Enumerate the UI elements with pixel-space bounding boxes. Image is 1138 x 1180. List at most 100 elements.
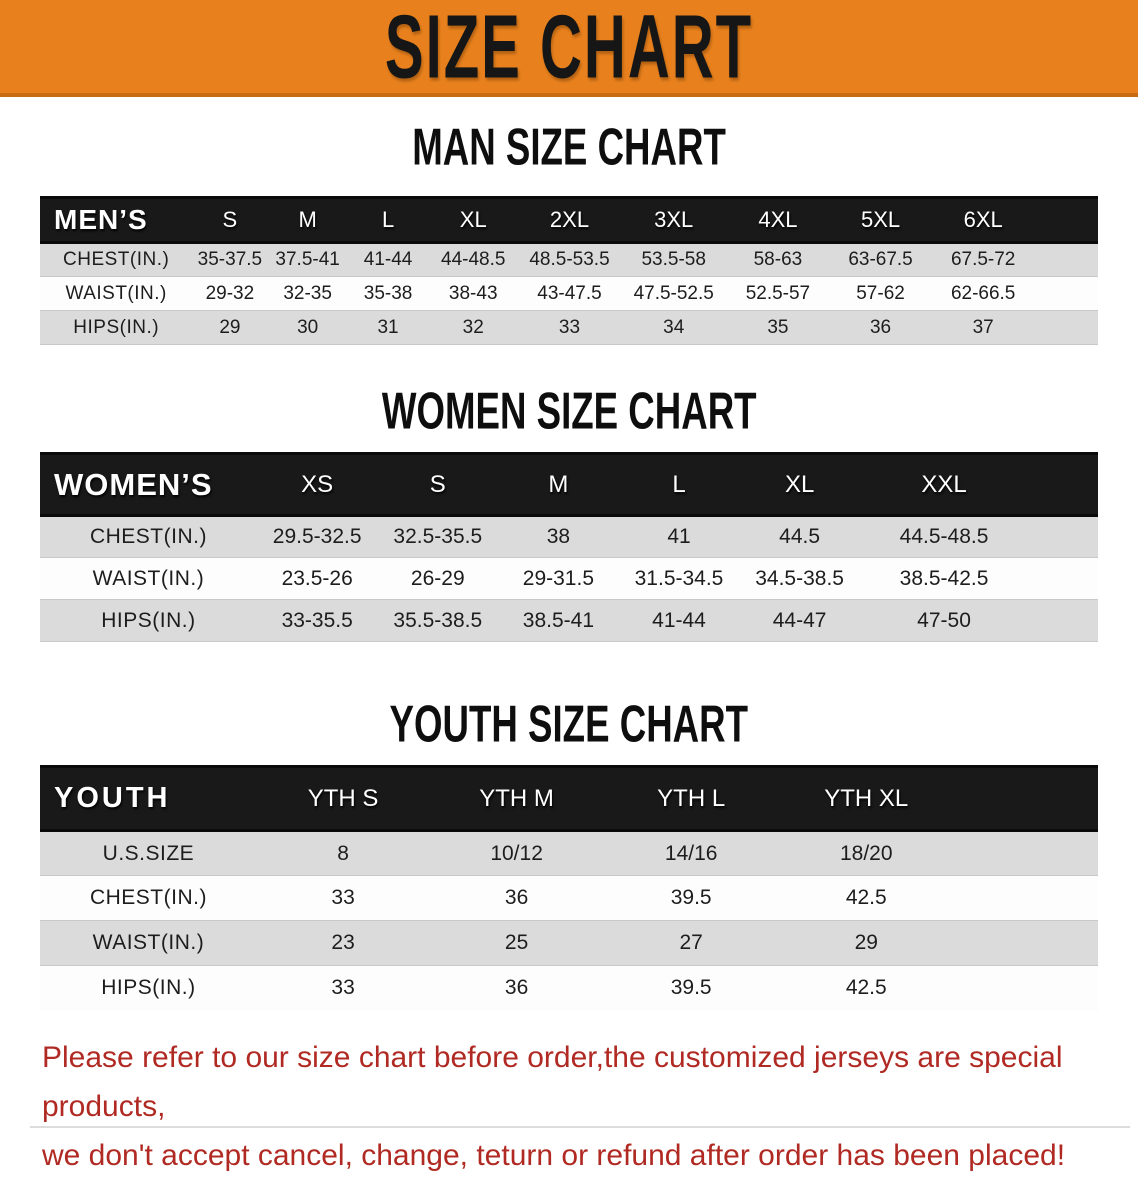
- pad-cell: [954, 965, 1098, 1011]
- measurement-row: HIPS(IN.) 33 36 39.5 42.5: [40, 965, 1098, 1011]
- size-value-cell: 27: [603, 920, 779, 966]
- size-value-cell: 23: [256, 920, 430, 966]
- size-value-cell: 47-50: [859, 599, 1029, 642]
- size-value-cell: 10/12: [429, 830, 604, 876]
- women-section-heading: WOMEN SIZE CHART: [40, 381, 1098, 440]
- size-value-cell: 47.5-52.5: [620, 276, 727, 311]
- size-column-header: S: [377, 452, 499, 517]
- measurement-row: HIPS(IN.) 29 30 31 32 33 34 35 36 37: [40, 310, 1098, 345]
- size-value-cell: 33-35.5: [256, 599, 378, 642]
- size-column-header: M: [498, 452, 619, 517]
- size-value-cell: 32-35: [267, 276, 348, 311]
- banner-title: SIZE CHART: [384, 0, 754, 97]
- size-value-cell: 43-47.5: [518, 276, 621, 311]
- youth-table-header-row: YOUTH YTH S YTH M YTH L YTH XL: [40, 765, 1098, 832]
- size-value-cell: 23.5-26: [256, 557, 378, 600]
- size-value-cell: 44-47: [739, 599, 860, 642]
- size-value-cell: 32.5-35.5: [377, 515, 499, 558]
- measurement-row: CHEST(IN.) 29.5-32.5 32.5-35.5 38 41 44.5 44.5…: [40, 515, 1098, 558]
- size-value-cell: 30: [267, 310, 348, 345]
- size-value-cell: 34.5-38.5: [739, 557, 860, 600]
- size-column-header: XS: [256, 452, 378, 517]
- size-value-cell: 53.5-58: [620, 242, 727, 277]
- pad-cell: [1028, 599, 1098, 642]
- size-value-cell: 52.5-57: [726, 276, 830, 311]
- size-column-header: M: [267, 196, 348, 244]
- women-table-header-row: WOMEN’S XS S M L XL XXL: [40, 452, 1098, 517]
- size-value-cell: 35-37.5: [192, 242, 268, 277]
- size-value-cell: 41-44: [618, 599, 740, 642]
- size-value-cell: 38.5-41: [498, 599, 619, 642]
- size-value-cell: 35-38: [347, 276, 429, 311]
- youth-section-heading-text: YOUTH SIZE CHART: [389, 694, 749, 753]
- row-label: U.S.SIZE: [40, 830, 257, 876]
- size-value-cell: 33: [256, 965, 430, 1011]
- size-column-header: 5XL: [829, 196, 932, 244]
- size-value-cell: 35: [726, 310, 830, 345]
- row-label: HIPS(IN.): [40, 599, 257, 642]
- measurement-row: HIPS(IN.) 33-35.5 35.5-38.5 38.5-41 41-44 44-…: [40, 599, 1098, 642]
- size-value-cell: 18/20: [778, 830, 955, 876]
- size-value-cell: 32: [428, 310, 519, 345]
- size-value-cell: 31: [347, 310, 429, 345]
- row-label: HIPS(IN.): [40, 965, 257, 1011]
- measurement-row: U.S.SIZE 8 10/12 14/16 18/20: [40, 830, 1098, 876]
- measurement-row: WAIST(IN.) 23 25 27 29: [40, 920, 1098, 966]
- size-value-cell: 25: [429, 920, 604, 966]
- size-value-cell: 36: [429, 965, 604, 1011]
- size-value-cell: 29-32: [192, 276, 268, 311]
- men-size-table: MEN’S S M L XL 2XL 3XL 4XL 5XL 6XL CHEST(IN.) 35-37…: [40, 196, 1098, 345]
- row-label: HIPS(IN.): [40, 310, 193, 345]
- size-value-cell: 37.5-41: [267, 242, 348, 277]
- disclaimer-line-2: we don't accept cancel, change, teturn o…: [42, 1138, 1066, 1172]
- measurement-row: WAIST(IN.) 23.5-26 26-29 29-31.5 31.5-34.5 34…: [40, 557, 1098, 600]
- women-section: WOMEN SIZE CHART WOMEN’S XS S M L XL XXL CHEST(…: [40, 381, 1098, 642]
- size-column-header: XL: [428, 196, 519, 244]
- size-value-cell: 29.5-32.5: [256, 515, 378, 558]
- size-value-cell: 44.5: [739, 515, 860, 558]
- size-value-cell: 37: [931, 310, 1035, 345]
- size-value-cell: 41-44: [347, 242, 429, 277]
- size-value-cell: 57-62: [829, 276, 932, 311]
- size-value-cell: 35.5-38.5: [377, 599, 499, 642]
- size-column-header: YTH S: [256, 765, 430, 832]
- youth-section-heading: YOUTH SIZE CHART: [40, 694, 1098, 753]
- men-section-heading: MAN SIZE CHART: [40, 117, 1098, 176]
- size-value-cell: 44.5-48.5: [859, 515, 1029, 558]
- size-column-header: 2XL: [518, 196, 621, 244]
- size-value-cell: 42.5: [778, 965, 955, 1011]
- size-value-cell: 8: [256, 830, 430, 876]
- pad-cell: [1034, 242, 1098, 277]
- size-column-header: L: [347, 196, 429, 244]
- size-value-cell: 63-67.5: [829, 242, 932, 277]
- bottom-divider: [30, 1126, 1130, 1128]
- youth-table-title-cell: YOUTH: [40, 765, 257, 832]
- size-value-cell: 44-48.5: [428, 242, 519, 277]
- pad-cell: [1028, 515, 1098, 558]
- size-column-header: YTH M: [429, 765, 604, 832]
- pad-cell: [1028, 452, 1098, 517]
- men-section-heading-text: MAN SIZE CHART: [412, 117, 726, 176]
- size-value-cell: 36: [829, 310, 932, 345]
- women-section-heading-text: WOMEN SIZE CHART: [381, 381, 757, 440]
- size-value-cell: 33: [256, 875, 430, 921]
- women-size-table: WOMEN’S XS S M L XL XXL CHEST(IN.) 29.5-32.5 32.5…: [40, 452, 1098, 642]
- size-value-cell: 38-43: [428, 276, 519, 311]
- size-value-cell: 26-29: [377, 557, 499, 600]
- size-value-cell: 67.5-72: [931, 242, 1035, 277]
- size-value-cell: 48.5-53.5: [518, 242, 621, 277]
- size-column-header: 4XL: [726, 196, 830, 244]
- size-value-cell: 29: [778, 920, 955, 966]
- pad-cell: [954, 830, 1098, 876]
- disclaimer-line-1: Please refer to our size chart before or…: [42, 1040, 1063, 1123]
- size-column-header: 6XL: [931, 196, 1035, 244]
- men-table-header-row: MEN’S S M L XL 2XL 3XL 4XL 5XL 6XL: [40, 196, 1098, 244]
- size-value-cell: 36: [429, 875, 604, 921]
- size-value-cell: 38: [498, 515, 619, 558]
- men-table-title-cell: MEN’S: [40, 196, 193, 244]
- size-value-cell: 31.5-34.5: [618, 557, 740, 600]
- size-column-header: XXL: [859, 452, 1029, 517]
- women-table-title-cell: WOMEN’S: [40, 452, 257, 517]
- size-value-cell: 29-31.5: [498, 557, 619, 600]
- pad-cell: [954, 920, 1098, 966]
